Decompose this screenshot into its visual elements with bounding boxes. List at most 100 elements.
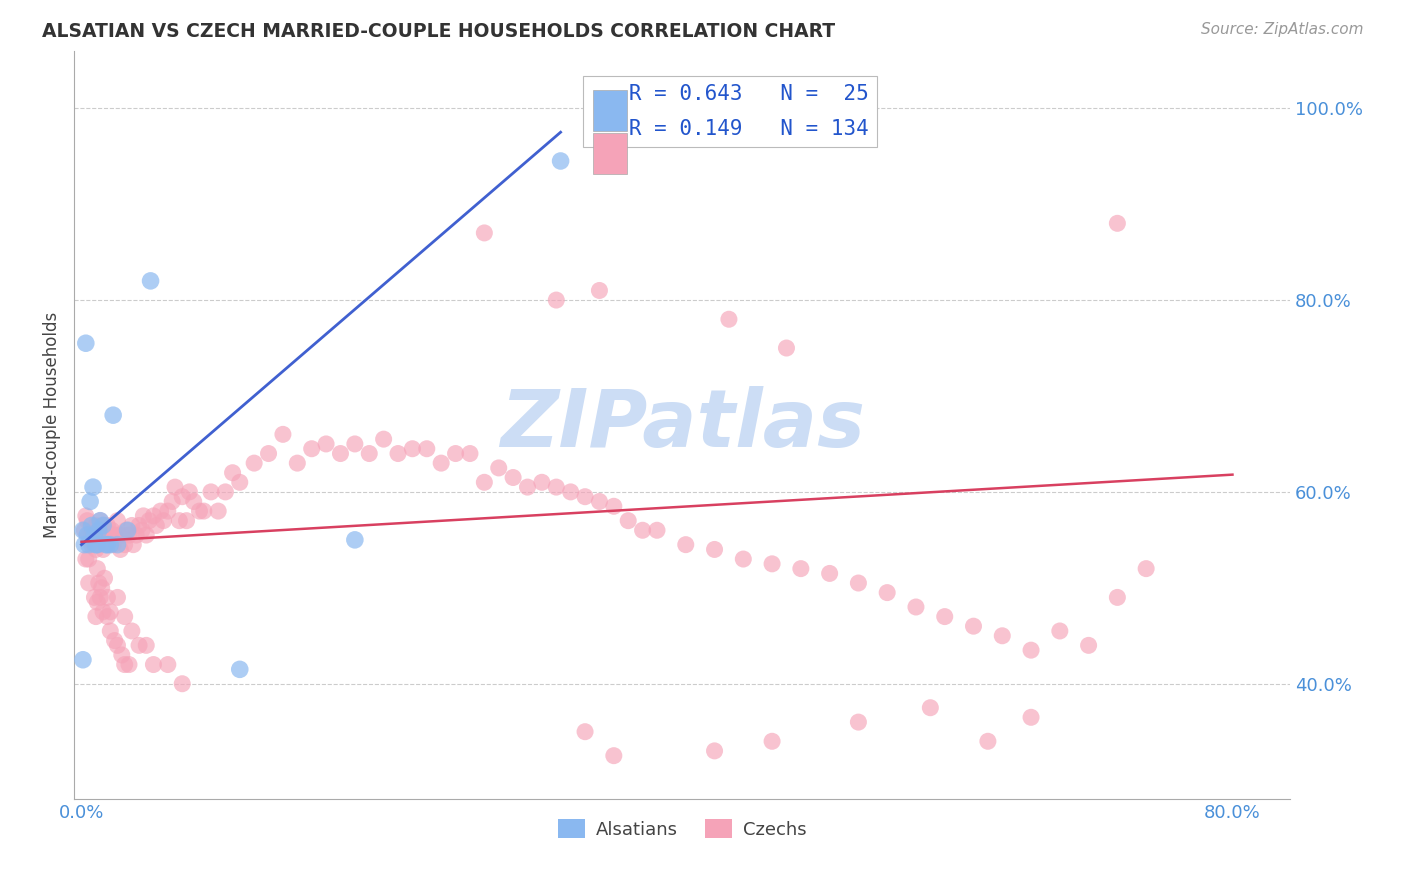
Point	[89, 514, 111, 528]
Point	[546, 480, 568, 494]
Point	[87, 523, 110, 537]
Point	[100, 523, 122, 537]
Point	[444, 446, 467, 460]
Point	[110, 542, 132, 557]
Point	[1077, 639, 1099, 653]
Point	[139, 274, 162, 288]
Point	[221, 466, 243, 480]
Point	[200, 484, 222, 499]
Point	[546, 293, 568, 307]
Point	[1107, 591, 1129, 605]
Point	[904, 599, 927, 614]
Point	[114, 609, 136, 624]
Point	[373, 432, 395, 446]
Point	[285, 456, 308, 470]
Point	[107, 591, 129, 605]
Point	[207, 504, 229, 518]
Point	[315, 437, 337, 451]
Point	[359, 446, 381, 460]
Point	[733, 552, 755, 566]
Point	[89, 514, 111, 528]
Point	[1135, 561, 1157, 575]
Point	[101, 408, 124, 422]
Point	[588, 494, 610, 508]
Point	[82, 480, 104, 494]
Point	[79, 533, 101, 547]
Point	[876, 585, 898, 599]
Point	[76, 514, 98, 528]
Point	[121, 518, 143, 533]
Point	[172, 677, 194, 691]
Point	[87, 538, 110, 552]
Point	[91, 518, 114, 533]
Point	[94, 523, 117, 537]
Point	[156, 657, 179, 672]
Point	[703, 542, 725, 557]
Point	[96, 609, 118, 624]
Point	[108, 528, 131, 542]
Point	[574, 490, 596, 504]
Point	[104, 633, 127, 648]
Point	[111, 528, 134, 542]
Point	[98, 605, 121, 619]
Point	[131, 523, 153, 537]
Point	[458, 446, 481, 460]
Point	[1019, 643, 1042, 657]
Point	[631, 523, 654, 537]
Point	[920, 700, 942, 714]
Point	[83, 538, 105, 552]
Point	[761, 734, 783, 748]
Point	[77, 552, 100, 566]
Point	[135, 639, 157, 653]
Point	[94, 538, 117, 552]
Point	[416, 442, 439, 456]
Point	[111, 648, 134, 662]
Point	[145, 518, 167, 533]
Point	[97, 533, 120, 547]
Point	[104, 528, 127, 542]
Point	[516, 480, 538, 494]
Point	[179, 484, 201, 499]
Point	[80, 528, 103, 542]
Point	[96, 538, 118, 552]
Point	[183, 494, 205, 508]
Point	[703, 744, 725, 758]
Point	[86, 538, 108, 552]
Point	[142, 508, 165, 523]
Point	[135, 528, 157, 542]
Point	[96, 591, 118, 605]
Point	[717, 312, 740, 326]
Point	[125, 528, 148, 542]
Point	[87, 576, 110, 591]
Point	[188, 504, 211, 518]
Point	[114, 657, 136, 672]
Point	[79, 494, 101, 508]
Point	[977, 734, 1000, 748]
Point	[550, 153, 572, 168]
Point	[472, 475, 495, 490]
FancyBboxPatch shape	[593, 133, 627, 174]
Point	[114, 538, 136, 552]
Point	[502, 470, 524, 484]
Point	[848, 715, 870, 730]
Point	[152, 514, 174, 528]
Point	[156, 504, 179, 518]
Point	[962, 619, 984, 633]
Point	[101, 538, 124, 552]
Point	[107, 514, 129, 528]
Point	[193, 504, 215, 518]
Point	[790, 561, 813, 575]
Point	[603, 748, 626, 763]
Point	[128, 518, 150, 533]
Point	[117, 523, 139, 537]
Point	[1019, 710, 1042, 724]
Point	[163, 480, 186, 494]
Point	[675, 538, 697, 552]
Point	[149, 504, 172, 518]
Point	[87, 523, 110, 537]
Point	[93, 528, 115, 542]
Point	[121, 624, 143, 638]
Point	[122, 538, 145, 552]
Point	[271, 427, 294, 442]
Point	[472, 226, 495, 240]
